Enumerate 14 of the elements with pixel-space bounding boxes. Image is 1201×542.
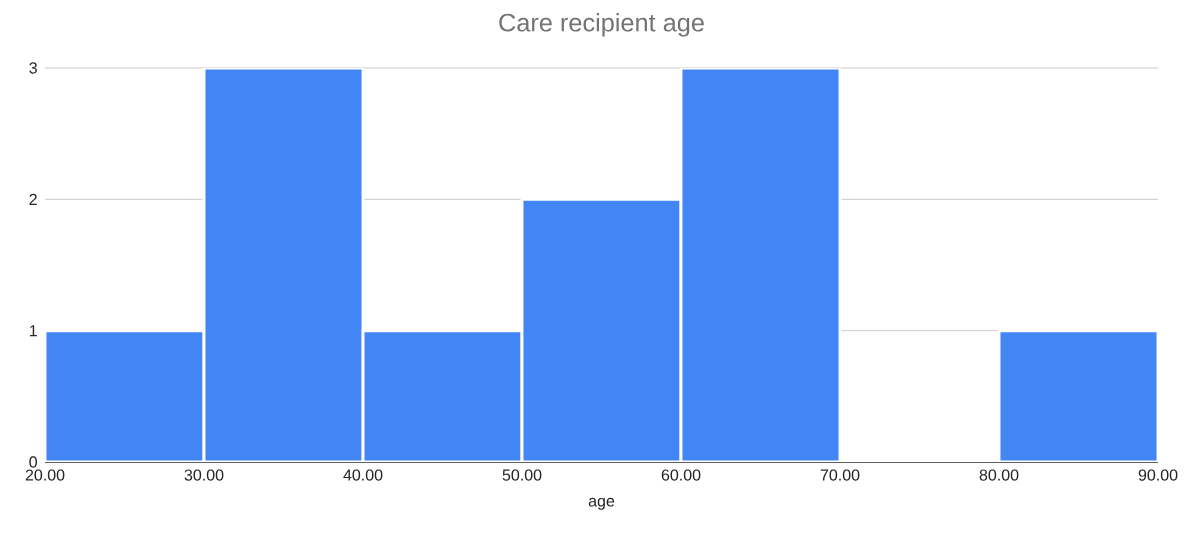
x-tick-label: 70.00 bbox=[820, 469, 860, 481]
y-tick-label: 2 bbox=[29, 193, 37, 205]
x-tick-label: 20.00 bbox=[25, 469, 65, 481]
y-tick-label: 3 bbox=[29, 62, 37, 74]
chart-title: Care recipient age bbox=[499, 13, 704, 37]
x-tick-label: 40.00 bbox=[343, 469, 383, 481]
x-tick-label: 30.00 bbox=[184, 469, 224, 481]
x-tick-label: 50.00 bbox=[502, 469, 542, 481]
y-tick-label: 0 bbox=[29, 456, 38, 468]
y-tick-label: 1 bbox=[29, 325, 37, 337]
x-axis-title: age bbox=[588, 497, 615, 510]
x-tick-label: 90.00 bbox=[1138, 469, 1178, 481]
x-tick-label: 60.00 bbox=[661, 469, 701, 481]
x-tick-label: 80.00 bbox=[979, 469, 1019, 481]
